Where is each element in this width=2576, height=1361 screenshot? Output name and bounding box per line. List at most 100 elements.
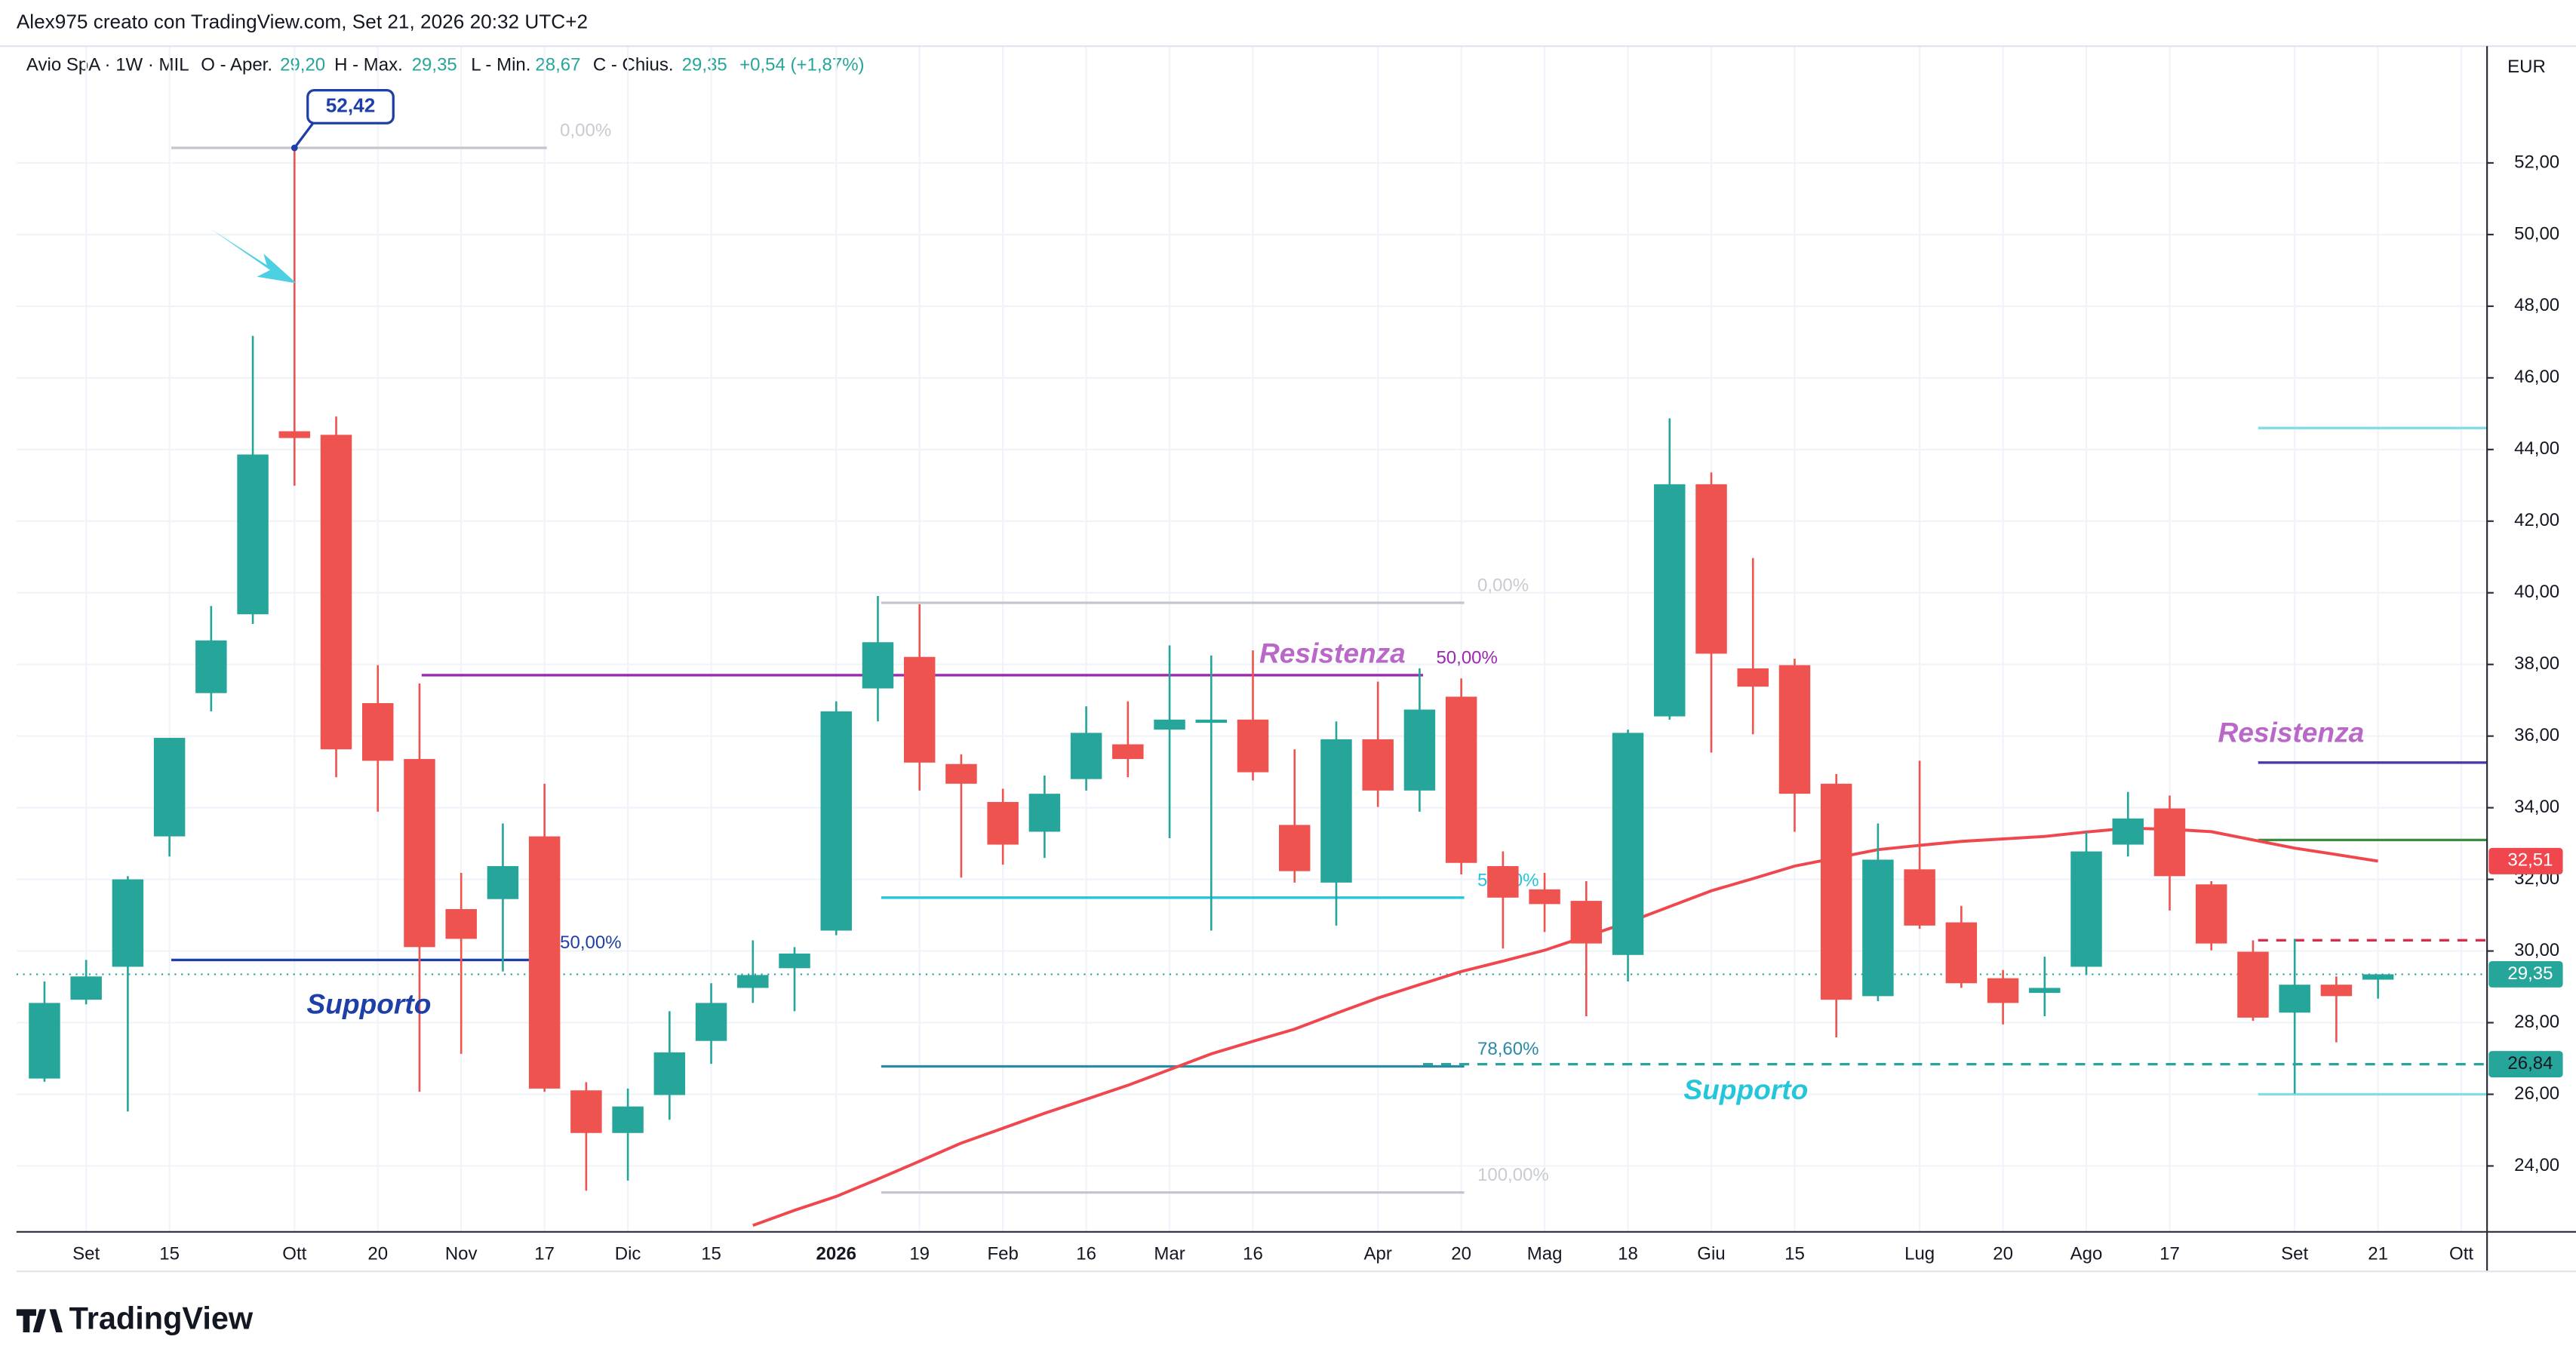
candle-body xyxy=(2362,974,2394,980)
close-label: C - Chius. xyxy=(593,55,674,75)
candle-body xyxy=(2070,851,2102,967)
x-tick-label: Dic xyxy=(615,1244,641,1264)
x-tick-label: 15 xyxy=(701,1244,721,1264)
y-tick-label: 24,00 xyxy=(2514,1155,2559,1175)
candle-body xyxy=(2320,985,2353,997)
candle-body xyxy=(1237,719,1269,773)
candle-body xyxy=(1529,889,1560,905)
price-badge-label: 32,51 xyxy=(2507,850,2553,871)
candle-body xyxy=(1112,744,1144,760)
x-tick-label: Lug xyxy=(1904,1244,1935,1264)
candle-body xyxy=(237,454,269,615)
candle-body xyxy=(487,866,519,899)
candle-body xyxy=(1570,901,1603,944)
annotation: Resistenza xyxy=(2218,716,2364,748)
candle-body xyxy=(987,802,1019,845)
x-tick-label: Mag xyxy=(1527,1244,1563,1264)
annotation: Resistenza xyxy=(1259,637,1406,669)
x-tick-label: Ott xyxy=(282,1244,306,1264)
candle-body xyxy=(1487,866,1519,898)
change: +0,54 (+1,87%) xyxy=(739,55,864,75)
y-tick-label: 50,00 xyxy=(2514,223,2559,244)
candle-body xyxy=(1612,733,1644,955)
y-tick-label: 28,00 xyxy=(2514,1012,2559,1032)
candle-body xyxy=(737,975,769,988)
y-tick-label: 52,00 xyxy=(2514,152,2559,172)
candle-body xyxy=(779,953,810,969)
level-label: 50,00% xyxy=(1436,647,1497,668)
candle-body xyxy=(1403,709,1436,791)
x-tick-label: 15 xyxy=(1784,1244,1805,1264)
callout-box xyxy=(306,88,395,124)
candle-body xyxy=(1820,783,1852,1000)
x-tick-label: Giu xyxy=(1697,1244,1725,1264)
y-tick-label: 26,00 xyxy=(2514,1083,2559,1104)
candle-body xyxy=(70,976,102,1000)
x-tick-label: 17 xyxy=(2159,1244,2180,1264)
price-badge-label: 26,84 xyxy=(2507,1053,2553,1074)
price-badge xyxy=(2488,1051,2563,1078)
x-tick-label: 16 xyxy=(1243,1244,1263,1264)
x-tick-label: Ago xyxy=(2070,1244,2103,1264)
candle-body xyxy=(945,763,977,784)
candle-body xyxy=(1778,665,1811,794)
candle-body xyxy=(1695,484,1727,654)
candle-body xyxy=(2279,985,2310,1013)
y-tick-label: 44,00 xyxy=(2514,438,2559,459)
candle-body xyxy=(653,1052,686,1095)
logo-text: TradingView xyxy=(69,1301,254,1336)
x-tick-label: Feb xyxy=(987,1244,1018,1264)
candle-body xyxy=(2153,808,2186,877)
low-value: 28,67 xyxy=(535,55,580,75)
candle-body xyxy=(1904,869,1935,926)
candle-body xyxy=(1862,859,1894,997)
x-tick-label: Nov xyxy=(445,1244,478,1264)
attribution: Alex975 creato con TradingView.com, Set … xyxy=(17,11,588,33)
high-label: H - Max. xyxy=(334,55,403,75)
arrow xyxy=(211,229,297,284)
y-tick-label: 34,00 xyxy=(2514,797,2559,817)
candle-body xyxy=(2195,884,2227,944)
x-tick-label: 21 xyxy=(2368,1244,2388,1264)
candle-body xyxy=(2112,818,2144,845)
price-badge-label: 29,35 xyxy=(2507,963,2553,984)
annotation: Supporto xyxy=(1683,1074,1808,1105)
open-label: O - Aper. xyxy=(201,55,272,75)
price-badge xyxy=(2488,847,2563,874)
candle-body xyxy=(1028,794,1061,832)
x-tick-label: Set xyxy=(72,1244,100,1264)
y-tick-label: 38,00 xyxy=(2514,653,2559,674)
candle-body xyxy=(29,1003,60,1079)
x-tick-label: 20 xyxy=(1451,1244,1471,1264)
level-label: 50,00% xyxy=(560,932,621,953)
candle-body xyxy=(2029,988,2061,994)
x-tick-label: 16 xyxy=(1076,1244,1096,1264)
level-label: 78,60% xyxy=(1477,1039,1539,1059)
annotation: Supporto xyxy=(307,988,432,1020)
candle-body xyxy=(112,879,144,967)
moving-average xyxy=(752,826,2378,1227)
symbol: Avio SpA · 1W · MIL xyxy=(26,55,189,75)
open-value: 29,20 xyxy=(280,55,325,75)
candle-body xyxy=(1445,696,1477,863)
candle-body xyxy=(320,435,352,750)
candle-body xyxy=(862,642,894,689)
logo-icon xyxy=(16,1309,63,1332)
x-tick-label: Mar xyxy=(1154,1244,1185,1264)
level-label: 0,00% xyxy=(1477,576,1529,596)
price-badge xyxy=(2488,960,2563,988)
x-tick-label: Set xyxy=(2281,1244,2308,1264)
candle-body xyxy=(362,702,394,761)
y-tick-label: 36,00 xyxy=(2514,725,2559,745)
candle-body xyxy=(278,431,311,438)
y-tick-label: 40,00 xyxy=(2514,582,2559,602)
candle-body xyxy=(2237,951,2269,1018)
y-tick-label: 30,00 xyxy=(2514,940,2559,960)
candle-body xyxy=(195,640,227,693)
high-value: 29,35 xyxy=(412,55,457,75)
x-tick-label: 19 xyxy=(909,1244,930,1264)
y-tick-label: 42,00 xyxy=(2514,510,2559,530)
candle-body xyxy=(612,1106,644,1133)
candle-body xyxy=(1070,733,1102,779)
